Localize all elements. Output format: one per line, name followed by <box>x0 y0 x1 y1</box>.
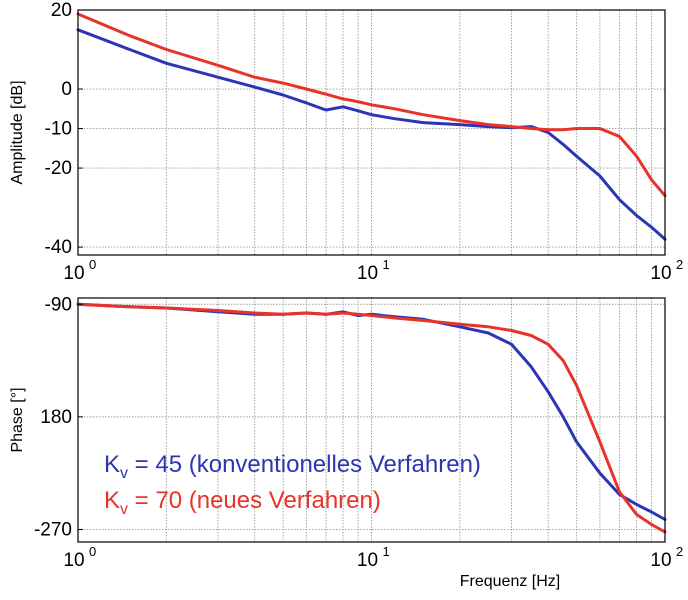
y-tick-label: -10 <box>45 119 72 140</box>
y-tick-label: -270 <box>34 519 72 540</box>
plot-area <box>78 298 665 542</box>
y-tick-label: 20 <box>51 0 72 21</box>
y-tick-label: 180 <box>40 407 72 428</box>
y-tick-label: -40 <box>45 237 72 258</box>
y-axis-label: Phase [°] <box>9 387 26 452</box>
x-tick-exponent: 0 <box>89 544 96 559</box>
x-tick-label: 10 <box>650 550 671 571</box>
axes-frame <box>77 9 666 256</box>
x-tick-label: 10 <box>357 550 378 571</box>
x-tick-label: 10 <box>63 263 84 284</box>
x-tick-label: 10 <box>63 550 84 571</box>
x-tick-exponent: 1 <box>383 257 390 272</box>
y-tick-label: -20 <box>45 158 72 179</box>
legend-entry: Kv = 45 (konventionelles Verfahren) <box>104 451 481 482</box>
phase-panel: -90 180 -270 10 0 10 1 10 2 Phase [°] Frequenz [Hz… <box>9 294 683 590</box>
x-tick-exponent: 0 <box>89 257 96 272</box>
series-line-blue <box>76 28 667 241</box>
series-line-red <box>76 12 667 198</box>
legend-entry: Kv = 70 (neues Verfahren) <box>104 487 381 518</box>
axes-frame <box>77 297 666 543</box>
x-tick-label: 10 <box>357 263 378 284</box>
amplitude-panel: 20 0 -10 -20 -40 10 0 10 1 10 2 Amplitude [dB] <box>9 0 683 284</box>
series-line-red <box>76 302 667 534</box>
y-tick-label: -90 <box>45 294 72 315</box>
x-tick-label: 10 <box>650 263 671 284</box>
y-axis-label: Amplitude [dB] <box>9 80 26 184</box>
x-axis-label: Frequenz [Hz] <box>460 573 560 590</box>
grid <box>78 298 665 542</box>
y-tick-label: 0 <box>61 79 72 100</box>
x-tick-exponent: 1 <box>383 544 390 559</box>
x-tick-exponent: 2 <box>676 257 683 272</box>
x-tick-exponent: 2 <box>676 544 683 559</box>
